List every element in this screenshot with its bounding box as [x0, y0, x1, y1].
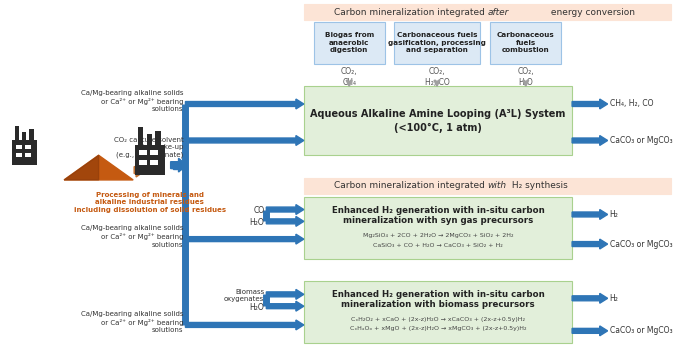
- FancyArrow shape: [572, 239, 608, 249]
- FancyArrow shape: [572, 326, 608, 336]
- Text: H₂: H₂: [610, 294, 619, 303]
- Text: Carbon mineralization integrated: Carbon mineralization integrated: [334, 8, 487, 17]
- Bar: [22, 132, 27, 140]
- Text: CO: CO: [253, 206, 264, 215]
- Text: Biogas from
anaerobic
digestion: Biogas from anaerobic digestion: [325, 32, 374, 53]
- Bar: [29, 129, 34, 140]
- FancyArrow shape: [266, 217, 304, 226]
- Text: energy conversion: energy conversion: [549, 8, 636, 17]
- Bar: [16, 153, 22, 157]
- Text: CaCO₃ or MgCO₃: CaCO₃ or MgCO₃: [610, 239, 672, 249]
- Text: (<100°C, 1 atm): (<100°C, 1 atm): [394, 122, 482, 133]
- FancyArrow shape: [266, 205, 304, 214]
- FancyArrow shape: [346, 80, 352, 86]
- FancyArrow shape: [186, 99, 304, 109]
- FancyArrow shape: [434, 80, 440, 86]
- Text: CaCO₃ or MgCO₃: CaCO₃ or MgCO₃: [610, 326, 672, 335]
- Bar: [25, 145, 31, 149]
- Bar: [25, 153, 31, 157]
- Bar: [147, 134, 152, 145]
- Text: after: after: [487, 8, 509, 17]
- Bar: [304, 178, 671, 194]
- Bar: [394, 22, 480, 64]
- FancyArrow shape: [523, 80, 529, 86]
- Bar: [139, 160, 147, 165]
- Text: Carbonaceous
fuels
combustion: Carbonaceous fuels combustion: [497, 32, 555, 53]
- Text: Ca/Mg-bearing alkaline solids
or Ca²⁺ or Mg²⁺ bearing
solutions: Ca/Mg-bearing alkaline solids or Ca²⁺ or…: [81, 225, 184, 247]
- Text: Enhanced H₂ generation with in-situ carbon: Enhanced H₂ generation with in-situ carb…: [332, 290, 545, 299]
- Text: H₂ synthesis: H₂ synthesis: [509, 181, 568, 190]
- Text: Ca/Mg-bearing alkaline solids
or Ca²⁺ or Mg²⁺ bearing
solutions: Ca/Mg-bearing alkaline solids or Ca²⁺ or…: [81, 311, 184, 333]
- Text: mineralization with syn gas precursors: mineralization with syn gas precursors: [342, 216, 533, 225]
- Text: CO₂ capture solvent
for make-up
(e.g., Na-glycinate): CO₂ capture solvent for make-up (e.g., N…: [114, 137, 184, 158]
- Bar: [12, 140, 37, 165]
- Text: H₂O: H₂O: [249, 218, 264, 227]
- FancyArrow shape: [186, 320, 304, 330]
- Text: CaSiO₃ + CO + H₂O → CaCO₃ + SiO₂ + H₂: CaSiO₃ + CO + H₂O → CaCO₃ + SiO₂ + H₂: [373, 243, 503, 247]
- FancyArrow shape: [173, 162, 184, 168]
- Text: Aqueous Alkaline Amine Looping (A³L) System: Aqueous Alkaline Amine Looping (A³L) Sys…: [310, 109, 566, 119]
- Text: Carbon mineralization integrated: Carbon mineralization integrated: [334, 181, 487, 190]
- Text: H₂O: H₂O: [249, 303, 264, 312]
- Text: CO₂,
H₂O: CO₂, H₂O: [517, 66, 534, 87]
- Text: Biomass
oxygenates: Biomass oxygenates: [224, 289, 264, 302]
- Text: mineralization with biomass precursors: mineralization with biomass precursors: [341, 300, 535, 309]
- FancyArrow shape: [572, 210, 608, 219]
- Bar: [139, 150, 147, 155]
- Text: Ca/Mg-bearing alkaline solids
or Ca²⁺ or Mg²⁺ bearing
solutions: Ca/Mg-bearing alkaline solids or Ca²⁺ or…: [81, 90, 184, 112]
- Bar: [304, 280, 572, 343]
- Text: CaCO₃ or MgCO₃: CaCO₃ or MgCO₃: [610, 136, 672, 145]
- FancyArrow shape: [572, 99, 608, 109]
- Bar: [150, 150, 158, 155]
- Text: Enhanced H₂ generation with in-situ carbon: Enhanced H₂ generation with in-situ carb…: [332, 206, 545, 215]
- FancyArrow shape: [266, 301, 304, 311]
- Bar: [135, 145, 165, 175]
- Bar: [150, 160, 158, 165]
- Text: Mg₂SiO₄ + 2CO + 2H₂O → 2MgCO₃ + SiO₂ + 2H₂: Mg₂SiO₄ + 2CO + 2H₂O → 2MgCO₃ + SiO₂ + 2…: [362, 233, 513, 238]
- Bar: [15, 126, 19, 140]
- FancyArrow shape: [186, 234, 304, 244]
- Bar: [314, 22, 385, 64]
- Bar: [490, 22, 561, 64]
- Bar: [304, 4, 671, 20]
- Bar: [155, 131, 161, 145]
- FancyArrow shape: [572, 293, 608, 303]
- FancyArrow shape: [266, 290, 304, 299]
- Text: Mine
tailings: Mine tailings: [86, 167, 112, 178]
- Text: CₓHₔOₒ + xMgO + (2x-z)H₂O → xMgCO₃ + (2x-z+0.5y)H₂: CₓHₔOₒ + xMgO + (2x-z)H₂O → xMgCO₃ + (2x…: [350, 326, 526, 331]
- Text: CO₂,
H₂, CO: CO₂, H₂, CO: [425, 66, 449, 87]
- Bar: [304, 197, 572, 259]
- Bar: [138, 127, 143, 145]
- Text: Processing of minerals and
alkaline industrial residues
including dissolution of: Processing of minerals and alkaline indu…: [74, 192, 226, 213]
- FancyArrow shape: [134, 163, 146, 177]
- Text: H₂: H₂: [610, 210, 619, 219]
- FancyArrow shape: [572, 135, 608, 145]
- Text: with: with: [487, 181, 506, 190]
- Text: CH₄, H₂, CO: CH₄, H₂, CO: [610, 99, 653, 108]
- Polygon shape: [64, 155, 99, 180]
- Bar: [16, 145, 22, 149]
- Text: CO₂,
CH₄: CO₂, CH₄: [341, 66, 358, 87]
- Polygon shape: [64, 155, 133, 180]
- FancyArrow shape: [186, 135, 304, 145]
- Text: CₓH₂O₂ + xCaO + (2x-z)H₂O → xCaCO₃ + (2x-z+0.5y)H₂: CₓH₂O₂ + xCaO + (2x-z)H₂O → xCaCO₃ + (2x…: [351, 317, 525, 322]
- FancyArrow shape: [171, 158, 186, 172]
- Text: Carbonaceous fuels
gasification, processing
and separation: Carbonaceous fuels gasification, process…: [388, 32, 486, 53]
- Bar: [304, 86, 572, 155]
